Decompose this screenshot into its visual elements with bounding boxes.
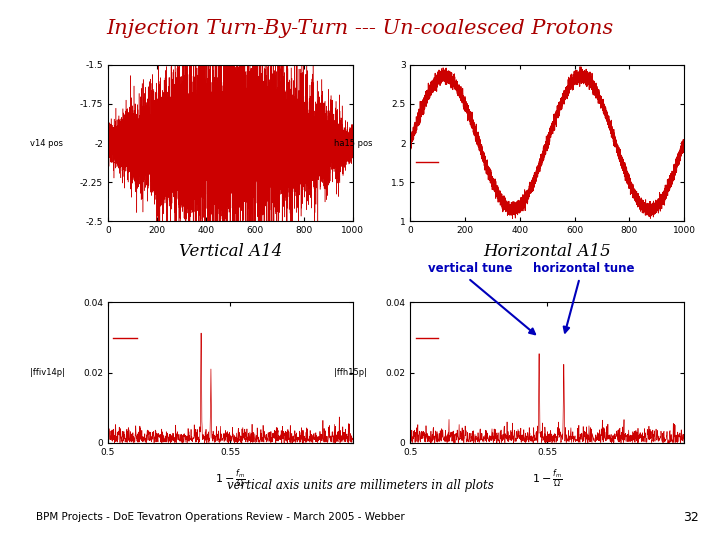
- Text: BPM Projects - DoE Tevatron Operations Review - March 2005 - Webber: BPM Projects - DoE Tevatron Operations R…: [36, 512, 405, 522]
- Text: |ffiv14p|: |ffiv14p|: [30, 368, 65, 377]
- Text: ha15 pos: ha15 pos: [334, 139, 372, 147]
- Text: Vertical A14: Vertical A14: [179, 243, 282, 260]
- Text: Injection Turn-By-Turn --- Un-coalesced Protons: Injection Turn-By-Turn --- Un-coalesced …: [107, 19, 613, 38]
- Text: $1-\frac{f_m}{\Omega}$: $1-\frac{f_m}{\Omega}$: [215, 467, 246, 490]
- Text: Horizontal A15: Horizontal A15: [483, 243, 611, 260]
- Text: $1-\frac{f_m}{\Omega}$: $1-\frac{f_m}{\Omega}$: [531, 467, 563, 490]
- Text: vertical tune: vertical tune: [428, 262, 513, 275]
- Text: horizontal tune: horizontal tune: [533, 262, 634, 275]
- Text: 32: 32: [683, 511, 698, 524]
- Text: v14 pos: v14 pos: [30, 139, 63, 147]
- Text: |ffh15p|: |ffh15p|: [334, 368, 366, 377]
- Text: vertical axis units are millimeters in all plots: vertical axis units are millimeters in a…: [227, 480, 493, 492]
